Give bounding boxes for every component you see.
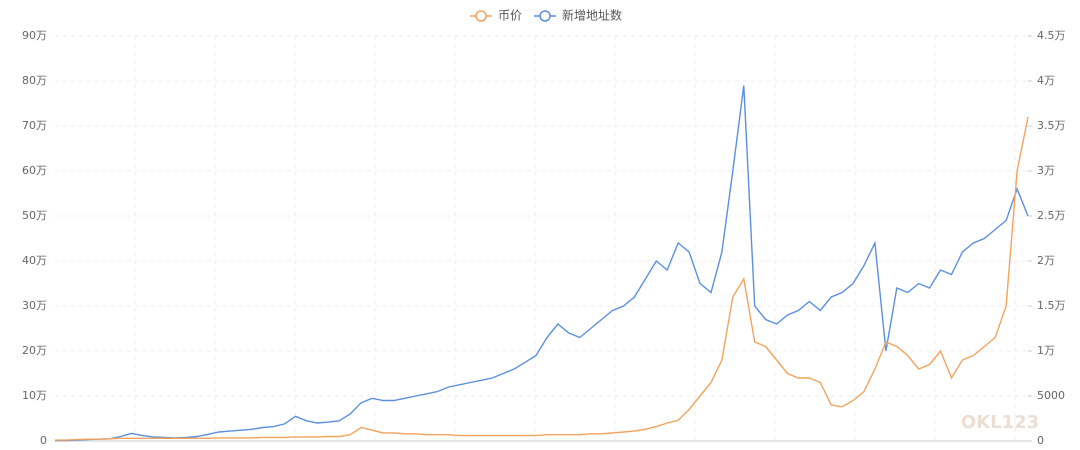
y2-tick-label: 1.5万 xyxy=(1037,299,1066,312)
y-tick-label: 50万 xyxy=(22,209,47,222)
series-line xyxy=(55,116,1029,441)
y2-tick-label: 0 xyxy=(1037,434,1044,447)
watermark: OKL123 xyxy=(961,412,1039,433)
y-tick-label: 30万 xyxy=(22,299,47,312)
legend-icon xyxy=(539,10,551,22)
y2-tick-label: 1万 xyxy=(1037,344,1055,357)
y2-tick-label: 2.5万 xyxy=(1037,209,1066,222)
series-line xyxy=(55,85,1029,442)
legend-label: 新增地址数 xyxy=(562,8,622,23)
y-tick-label: 80万 xyxy=(22,74,47,87)
y-tick-label: 90万 xyxy=(22,29,47,42)
y2-tick-label: 3.5万 xyxy=(1037,119,1066,132)
y-tick-label: 70万 xyxy=(22,119,47,132)
y-tick-label: 20万 xyxy=(22,344,47,357)
legend: 币价 新增地址数 xyxy=(470,8,622,23)
y2-tick-label: 4.5万 xyxy=(1037,29,1066,42)
y-tick-label: 40万 xyxy=(22,254,47,267)
y2-tick-label: 4万 xyxy=(1037,74,1055,87)
y-tick-label: 10万 xyxy=(22,389,47,402)
y-tick-label: 0 xyxy=(40,434,47,447)
legend-icon xyxy=(475,10,487,22)
y2-tick-label: 3万 xyxy=(1037,164,1055,177)
y2-tick-label: 2万 xyxy=(1037,254,1055,267)
legend-label: 币价 xyxy=(498,9,522,23)
y2-tick-label: 5000 xyxy=(1037,389,1065,402)
y-tick-label: 60万 xyxy=(22,164,47,177)
